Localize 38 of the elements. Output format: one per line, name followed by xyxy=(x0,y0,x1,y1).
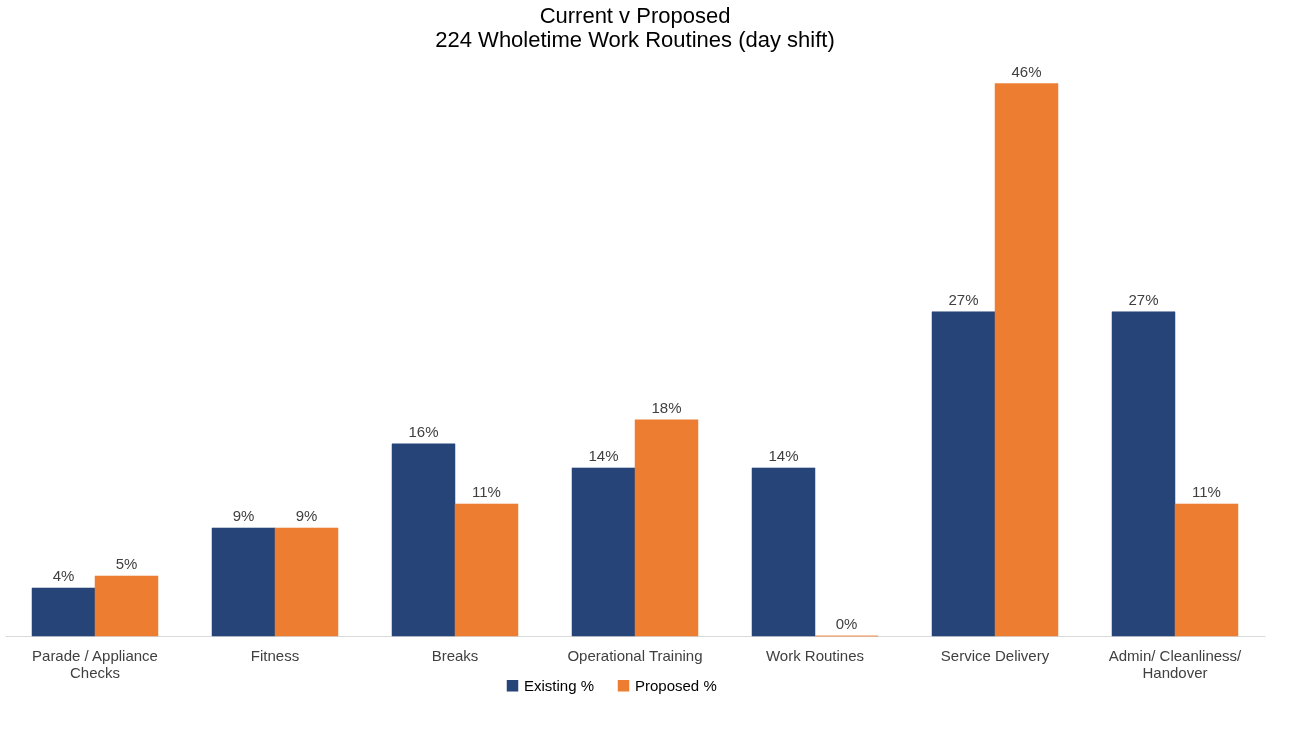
bar xyxy=(31,587,96,637)
data-label: 46% xyxy=(1011,62,1042,80)
x-tick-label: Work Routines xyxy=(765,646,865,664)
x-tick-label: Service Delivery xyxy=(940,646,1050,664)
bar xyxy=(994,83,1059,637)
bar xyxy=(211,527,276,637)
data-label: 16% xyxy=(408,422,439,440)
data-label: 5% xyxy=(115,554,138,572)
data-label: 9% xyxy=(295,506,318,524)
text: Current v Proposed xyxy=(539,3,731,28)
x-tick-label: Admin/ Cleanliness/ Handover xyxy=(1108,646,1243,681)
bar xyxy=(751,467,816,637)
data-label: 4% xyxy=(52,566,75,584)
x-tick-label: Operational Training xyxy=(567,646,703,664)
x-tick-label: Fitness xyxy=(250,646,300,664)
bar xyxy=(571,467,636,637)
bar xyxy=(1111,311,1176,637)
data-label: 27% xyxy=(1128,290,1159,308)
x-tick-label: Parade / Appliance Checks xyxy=(32,646,158,681)
legend-label: Proposed % xyxy=(635,676,717,694)
bar xyxy=(634,419,699,637)
data-label: 14% xyxy=(768,446,799,464)
data-label: 0% xyxy=(835,615,858,632)
bar xyxy=(391,443,456,637)
text: 224 Wholetime Work Routines (day shift) xyxy=(435,27,835,52)
bar xyxy=(454,503,519,637)
legend-label: Existing % xyxy=(524,676,595,694)
data-label: 27% xyxy=(948,290,979,308)
data-label: 18% xyxy=(651,398,682,416)
bar xyxy=(94,575,159,637)
data-label: 11% xyxy=(1192,482,1221,500)
bar xyxy=(931,311,996,637)
x-tick-label: Breaks xyxy=(431,646,479,664)
data-label: 14% xyxy=(588,446,619,464)
data-label: 11% xyxy=(472,482,501,500)
bar xyxy=(274,527,339,637)
bar xyxy=(1174,503,1239,637)
data-label: 9% xyxy=(232,506,255,524)
